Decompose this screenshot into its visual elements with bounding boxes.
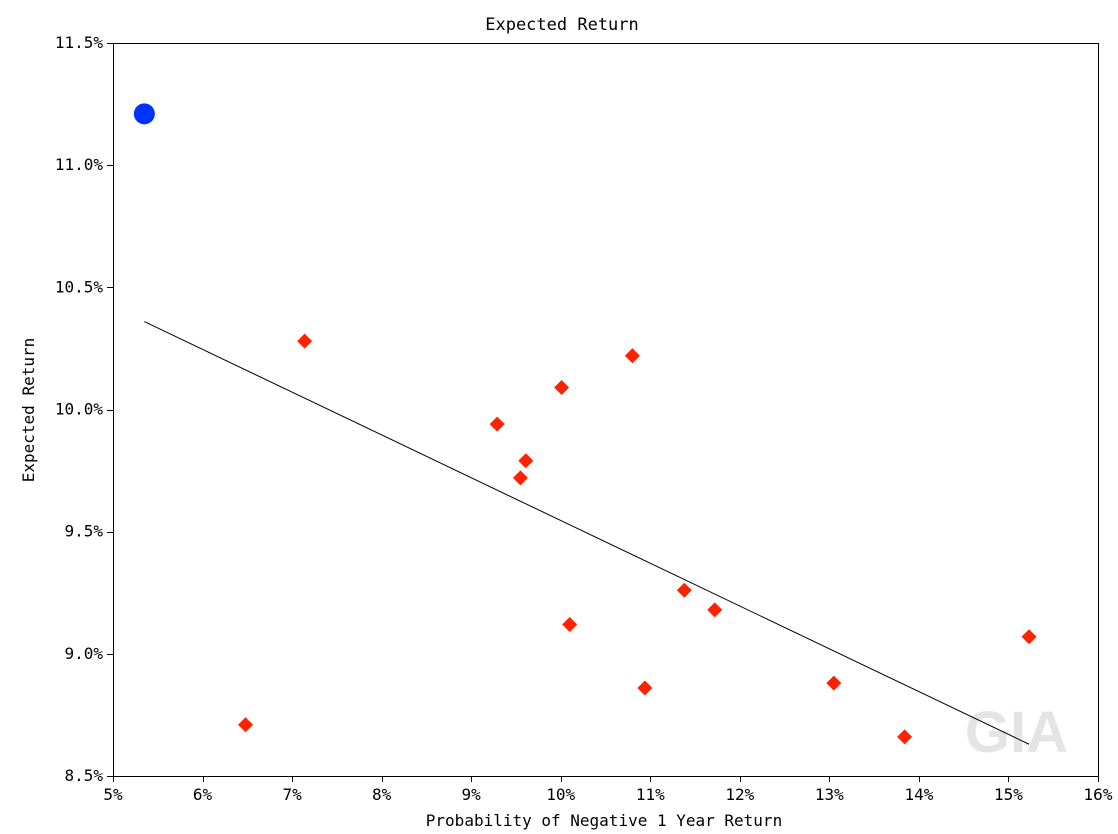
y-tick-label: 10.5% [55, 277, 104, 296]
scatter-point-diamond [489, 416, 505, 432]
x-tick-label: 14% [904, 785, 933, 804]
scatter-point-diamond [637, 680, 653, 696]
y-tick-label: 8.5% [64, 766, 103, 785]
plot-frame [113, 43, 1099, 777]
x-tick-label: 13% [815, 785, 844, 804]
scatter-point-diamond [562, 617, 578, 633]
x-tick-label: 15% [994, 785, 1023, 804]
chart-title: Expected Return [485, 15, 639, 35]
y-tick-label: 10.0% [55, 400, 104, 419]
x-tick-label: 6% [193, 785, 213, 804]
y-tick-label: 11.5% [55, 33, 104, 52]
scatter-point-diamond [897, 729, 913, 745]
scatter-point-diamond [554, 380, 570, 396]
y-axis: 8.5% 9.0% 9.5% 10.0% 10.5% 11.0% 11.5% [55, 33, 113, 785]
x-tick-label: 16% [1084, 785, 1113, 804]
x-tick-label: 10% [546, 785, 575, 804]
x-tick-label: 12% [725, 785, 754, 804]
x-axis-label: Probability of Negative 1 Year Return [426, 811, 782, 830]
scatter-point-diamond [1021, 629, 1037, 645]
scatter-point-diamond [518, 453, 534, 469]
data-points [133, 103, 1037, 745]
y-axis-label: Expected Return [19, 338, 38, 483]
x-tick-label: 11% [636, 785, 665, 804]
scatter-point-diamond [238, 717, 254, 733]
y-tick-label: 11.0% [55, 155, 104, 174]
y-tick-label: 9.5% [64, 522, 103, 541]
scatter-point-diamond [676, 582, 692, 598]
scatter-point-diamond [826, 675, 842, 691]
scatter-point-diamond [512, 470, 528, 486]
trend-line [144, 321, 1030, 745]
scatter-point-diamond [707, 602, 723, 618]
x-tick-label: 9% [462, 785, 482, 804]
plot-area [113, 43, 1098, 776]
scatter-point-diamond [624, 348, 640, 364]
x-tick-label: 8% [372, 785, 392, 804]
scatter-point-circle [133, 103, 155, 125]
y-tick-label: 9.0% [64, 644, 103, 663]
x-tick-label: 7% [282, 785, 302, 804]
watermark-text: GIA [965, 700, 1068, 765]
x-axis: 5% 6% 7% 8% 9% 10% 11% 12% 13% 14% 15% 16% [103, 776, 1113, 804]
scatter-point-diamond [297, 333, 313, 349]
x-tick-label: 5% [103, 785, 123, 804]
